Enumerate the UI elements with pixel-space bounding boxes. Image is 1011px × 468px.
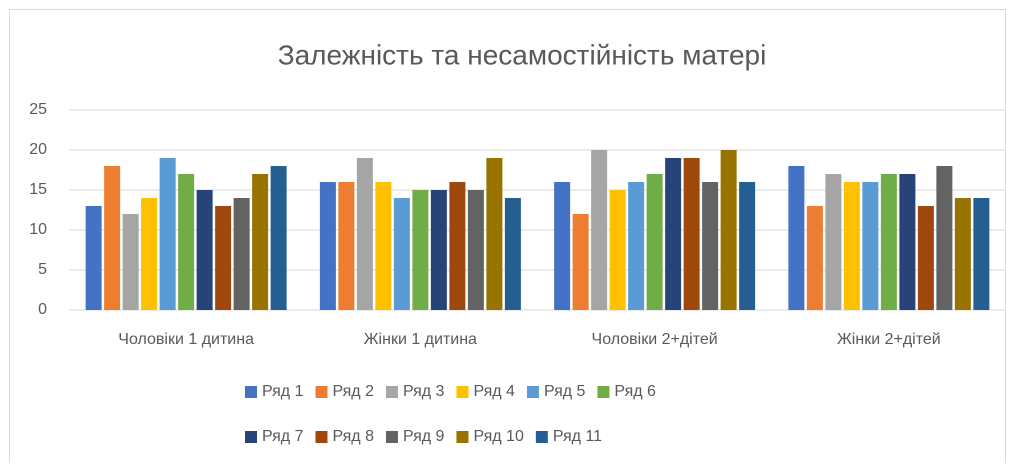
bar — [430, 190, 447, 310]
legend-swatch — [535, 431, 548, 443]
x-tick-label: Жінки 1 дитина — [364, 331, 477, 348]
bar — [196, 190, 213, 310]
bar — [393, 198, 410, 310]
bar — [467, 190, 484, 310]
bar — [973, 198, 990, 310]
legend-label: Ряд 10 — [473, 428, 523, 445]
legend-label: Ряд 9 — [403, 428, 445, 445]
legend-swatch — [315, 431, 328, 443]
bar — [628, 182, 645, 310]
bar — [702, 182, 719, 310]
legend-label: Ряд 7 — [262, 428, 304, 445]
bar — [646, 174, 663, 310]
bar — [554, 182, 571, 310]
legend-label: Ряд 6 — [614, 383, 656, 400]
bar — [338, 182, 355, 310]
legend-swatch — [456, 386, 469, 398]
bar — [954, 198, 971, 310]
bar — [270, 166, 287, 310]
x-tick-label: Жінки 2+дітей — [837, 331, 941, 348]
bar — [375, 182, 392, 310]
y-tick-label: 10 — [29, 221, 47, 238]
bar — [449, 182, 466, 310]
bar — [739, 182, 756, 310]
bar — [319, 182, 336, 310]
legend-label: Ряд 11 — [553, 428, 602, 445]
bar — [215, 206, 232, 310]
bar — [233, 198, 250, 310]
bar — [141, 198, 158, 310]
bar — [104, 166, 121, 310]
y-tick-label: 20 — [29, 141, 47, 158]
bar — [609, 190, 626, 310]
legend-swatch — [385, 431, 398, 443]
y-tick-label: 25 — [29, 101, 47, 118]
legend-swatch — [315, 386, 328, 398]
bar — [412, 190, 429, 310]
y-tick-label: 15 — [29, 181, 47, 198]
bar — [880, 174, 897, 310]
legend-label: Ряд 3 — [403, 383, 445, 400]
legend-label: Ряд 1 — [262, 383, 304, 400]
legend-swatch — [245, 386, 257, 398]
bar — [572, 214, 589, 310]
x-tick-label: Чоловіки 2+дітей — [592, 331, 718, 348]
bar — [486, 158, 503, 310]
bar — [720, 150, 737, 310]
legend-label: Ряд 4 — [473, 383, 515, 400]
bar — [936, 166, 953, 310]
legend-swatch — [526, 386, 539, 398]
bar — [806, 206, 823, 310]
x-tick-label: Чоловіки 1 дитина — [118, 331, 254, 348]
bar — [788, 166, 805, 310]
y-tick-label: 0 — [38, 301, 47, 318]
legend-swatch — [597, 386, 610, 398]
bar — [665, 158, 682, 310]
legend-label: Ряд 2 — [332, 383, 374, 400]
chart-title: Залежність та несамостійність матері — [278, 39, 767, 70]
y-tick-label: 5 — [38, 261, 47, 278]
bar — [252, 174, 269, 310]
legend-swatch — [456, 431, 469, 443]
bar — [122, 214, 139, 310]
bar — [683, 158, 700, 310]
bar — [85, 206, 102, 310]
bar — [356, 158, 373, 310]
bar — [159, 158, 176, 310]
bar — [862, 182, 879, 310]
bar — [917, 206, 934, 310]
legend-label: Ряд 5 — [544, 383, 586, 400]
legend-label: Ряд 8 — [332, 428, 374, 445]
bar — [899, 174, 916, 310]
bar — [825, 174, 842, 310]
bar — [843, 182, 860, 310]
bar — [591, 150, 608, 310]
bar — [504, 198, 521, 310]
bar — [178, 174, 195, 310]
legend-swatch — [385, 386, 398, 398]
legend-swatch — [245, 431, 257, 443]
